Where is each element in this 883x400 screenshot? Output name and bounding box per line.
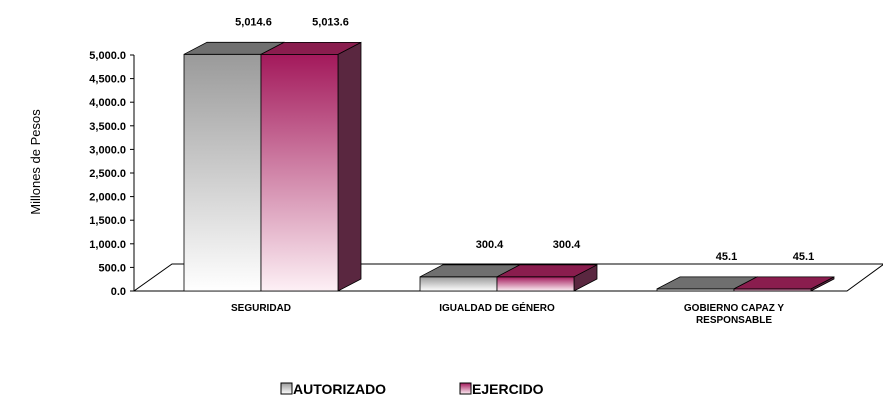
data-label-ejercido-3: 45.1 [793, 251, 814, 263]
y-tick-label: 1,000.0 [89, 239, 126, 251]
legend-label-autorizado: AUTORIZADO [293, 381, 386, 397]
y-tick-label: 2,500.0 [89, 168, 126, 180]
y-axis-label: Millones de Pesos [28, 109, 43, 215]
y-tick-label: 4,500.0 [89, 74, 126, 86]
bar-ejercido-3-top [733, 276, 835, 290]
y-tick-label: 3,000.0 [89, 144, 126, 156]
y-tick-label: 0.0 [111, 286, 126, 298]
category-label-line: RESPONSABLE [696, 315, 772, 326]
y-axis: 0.0 500.0 1,000.0 1,500.0 2,000.0 2,500.0 3,00… [89, 50, 135, 298]
y-tick-label: 2,000.0 [89, 192, 126, 204]
data-labels: 5,014.6 5,013.6 300.4 300.4 45.1 45.1 [235, 16, 814, 263]
category-label-2: IGUALDAD DE GÉNERO [439, 301, 555, 314]
y-tick-label: 500.0 [98, 262, 126, 274]
y-tick-label: 1,500.0 [89, 215, 126, 227]
y-tick-label: 3,500.0 [89, 121, 126, 133]
y-tick-label: 5,000.0 [89, 50, 126, 62]
data-label-ejercido-1: 5,013.6 [312, 16, 349, 28]
category-label-1: SEGURIDAD [231, 303, 291, 314]
category-label-line: IGUALDAD DE GÉNERO [439, 301, 555, 314]
data-label-ejercido-2: 300.4 [553, 239, 581, 251]
bars [183, 41, 835, 292]
legend-swatch-ejercido [459, 382, 472, 395]
bar-autorizado-1-front [183, 53, 262, 292]
category-label-line: SEGURIDAD [231, 303, 291, 314]
bar-ejercido-1-side [337, 41, 362, 292]
category-label-3: GOBIERNO CAPAZ Y RESPONSABLE [684, 303, 785, 326]
bar-ejercido-1-top [260, 41, 362, 55]
legend-swatch-autorizado [280, 382, 293, 395]
category-label-line: GOBIERNO CAPAZ Y [684, 303, 785, 314]
y-tick-label: 4,000.0 [89, 97, 126, 109]
legend: AUTORIZADO EJERCIDO [280, 381, 544, 397]
legend-label-ejercido: EJERCIDO [472, 381, 544, 397]
category-labels: SEGURIDAD IGUALDAD DE GÉNERO GOBIERNO CAPA… [231, 301, 784, 326]
bar-autorizado-2-front [419, 276, 498, 292]
bar-ejercido-1-front [260, 53, 339, 292]
data-label-autorizado-1: 5,014.6 [235, 16, 272, 28]
data-label-autorizado-3: 45.1 [716, 251, 737, 263]
data-label-autorizado-2: 300.4 [476, 239, 504, 251]
bar-ejercido-2-top [496, 264, 598, 278]
bar-ejercido-2-front [496, 276, 575, 292]
